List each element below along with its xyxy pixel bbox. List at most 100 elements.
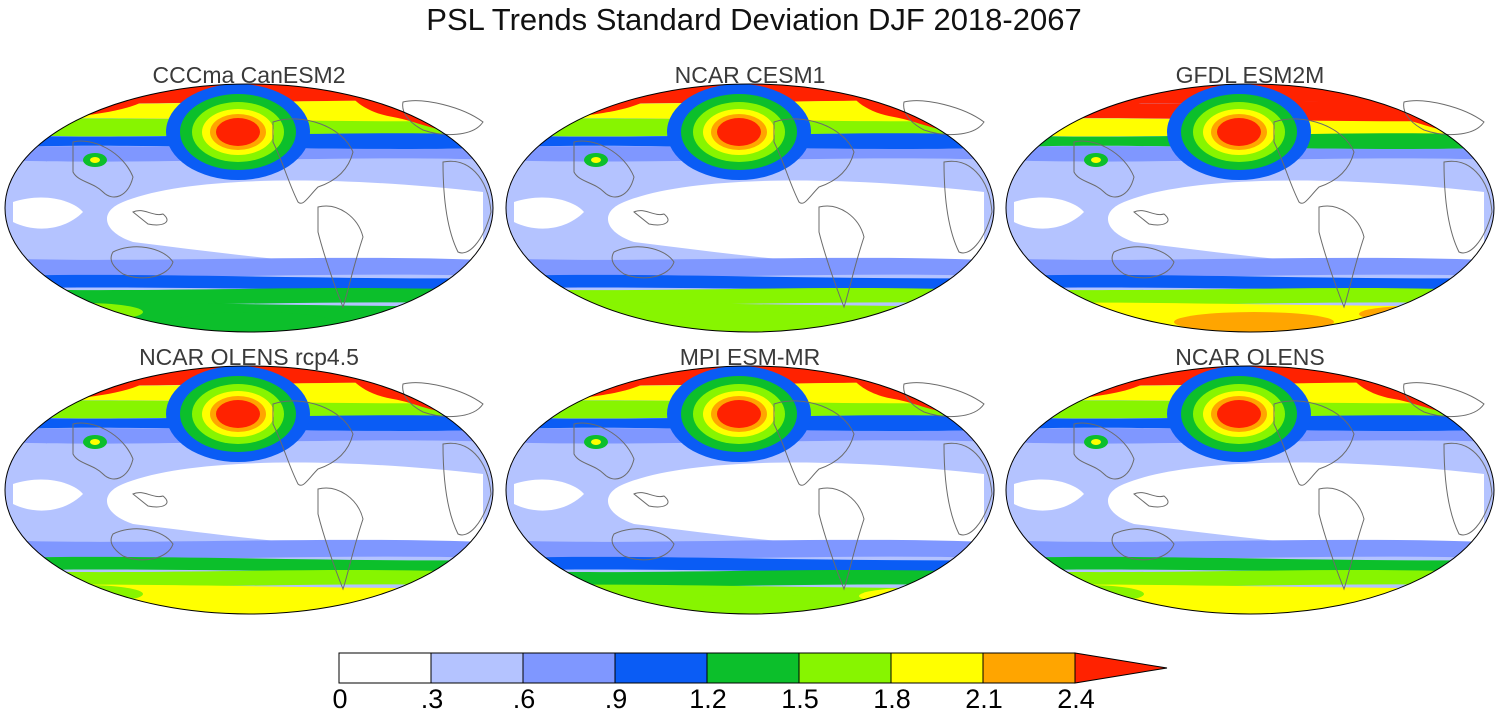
coastline-north-america: [1273, 400, 1355, 486]
north-pacific-maximum: [216, 118, 260, 146]
colorbar-tick-label: .6: [512, 684, 536, 714]
map-field: [5, 84, 493, 332]
north-pacific-maximum: [1217, 400, 1261, 428]
coastline-indonesia: [132, 492, 168, 508]
southern-ocean-anomaly: [674, 594, 834, 614]
tibet-spot: [1091, 157, 1101, 163]
colorbar-tick-label: .3: [420, 684, 444, 714]
south-band: [506, 257, 994, 278]
coastline-indonesia: [633, 210, 669, 226]
coastline-north-america: [773, 118, 855, 204]
north-pacific-maximum: [1217, 118, 1261, 146]
map-frame: [1005, 83, 1495, 333]
south-band: [1006, 288, 1494, 306]
southern-ocean-anomaly: [23, 585, 143, 603]
world-map: [505, 365, 995, 615]
southern-ocean-anomaly: [524, 585, 644, 603]
coastline-asia: [72, 140, 134, 198]
colorbar-box: [430, 652, 524, 684]
coastline-asia: [1073, 140, 1135, 198]
colorbar-arrow: [1074, 652, 1168, 684]
coastline-africa: [943, 160, 993, 254]
southern-ocean-anomaly: [524, 303, 644, 321]
colorbar-tick-label: 2.1: [965, 684, 1003, 714]
tibet-spot: [591, 439, 601, 445]
coastline-europe: [1403, 382, 1485, 417]
coastline-australia: [1111, 528, 1175, 561]
tibet-spot: [90, 439, 100, 445]
south-band: [1006, 257, 1494, 278]
south-band: [1006, 274, 1494, 290]
map-panel-gfdl-esm2m: GFDL ESM2M: [1004, 62, 1496, 334]
map-panel-cccma-canesm2: CCCma CanESM2: [3, 62, 495, 334]
coastlines: [1073, 100, 1493, 309]
south-band: [5, 570, 493, 588]
world-map: [4, 83, 494, 333]
south-band: [5, 274, 493, 290]
south-band: [5, 556, 493, 572]
southern-ocean-anomaly: [674, 312, 834, 332]
colorbar-tick-label: 0: [332, 684, 348, 714]
north-pacific-maximum: [717, 400, 761, 428]
tropical-low-region: [106, 180, 484, 268]
map-frame: [505, 365, 995, 615]
coastline-asia: [573, 422, 635, 480]
tropical-low-region: [607, 462, 984, 550]
coastline-north-america: [1273, 118, 1355, 204]
southern-ocean-anomaly: [173, 594, 333, 614]
map-panel-mpi-esm-mr: MPI ESM-MR: [504, 344, 996, 616]
world-map: [4, 365, 494, 615]
tropical-low-region: [607, 180, 984, 268]
colorbar: [338, 652, 1168, 684]
map-frame: [1005, 365, 1495, 615]
north-pacific-maximum: [216, 400, 260, 428]
coastline-australia: [110, 246, 174, 279]
colorbar-tick-label: 1.2: [689, 684, 727, 714]
coastline-south-america: [818, 205, 865, 309]
coastline-asia: [72, 422, 134, 480]
map-frame: [505, 83, 995, 333]
coastline-indonesia: [633, 492, 669, 508]
colorbar-box: [522, 652, 616, 684]
south-band: [506, 539, 994, 560]
colorbar-tick-label: .9: [604, 684, 628, 714]
colorbar-box: [982, 652, 1076, 684]
coastline-indonesia: [1133, 210, 1169, 226]
south-band: [1006, 539, 1494, 560]
colorbar-tick-label: 1.8: [873, 684, 911, 714]
coastlines: [1073, 382, 1493, 591]
coastline-australia: [611, 528, 675, 561]
coastlines: [573, 382, 993, 591]
coastline-south-america: [1318, 487, 1365, 591]
tropical-low-region: [13, 197, 83, 229]
coastlines: [72, 100, 492, 309]
colorbar-box: [614, 652, 708, 684]
tibet-spot: [591, 157, 601, 163]
tibet-spot: [1091, 439, 1101, 445]
coastline-europe: [903, 100, 985, 135]
world-map: [505, 83, 995, 333]
south-band: [1006, 570, 1494, 588]
southern-ocean-anomaly: [1024, 303, 1144, 321]
coastline-south-america: [317, 487, 364, 591]
tropical-low-region: [106, 462, 484, 550]
coastline-australia: [1111, 246, 1175, 279]
colorbar-box: [890, 652, 984, 684]
coastline-north-america: [272, 400, 354, 486]
coastline-indonesia: [1133, 492, 1169, 508]
colorbar-box: [798, 652, 892, 684]
north-pacific-maximum: [717, 118, 761, 146]
tropical-low-region: [1107, 462, 1484, 550]
coastline-asia: [573, 140, 635, 198]
south-band: [506, 288, 994, 306]
map-panel-ncar-cesm1: NCAR CESM1: [504, 62, 996, 334]
coastline-south-america: [317, 205, 364, 309]
tropical-low-region: [1014, 197, 1084, 229]
south-band: [506, 570, 994, 588]
south-band: [506, 556, 994, 572]
coastline-australia: [611, 246, 675, 279]
southern-ocean-anomaly: [23, 303, 143, 321]
coastline-africa: [1443, 160, 1493, 254]
map-frame: [4, 83, 494, 333]
southern-ocean-anomaly: [1174, 594, 1334, 614]
